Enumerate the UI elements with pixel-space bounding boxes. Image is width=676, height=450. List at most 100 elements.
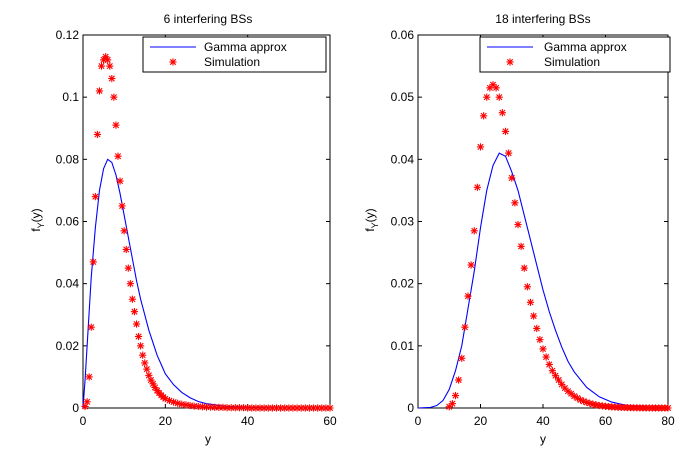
chart-left: 6 interfering BSs 0 20 40 60 0 0.02 0.04 0.06 0.… [29,12,337,446]
chart-left-simulation-point [139,351,147,359]
chart-left-simulation-point [178,400,186,408]
chart-right-simulation-point [514,221,522,229]
chart-left-ytick-label: 0.02 [56,339,80,353]
chart-left-simulation-point [143,365,151,373]
chart-left-simulation-point [97,62,106,70]
chart-right-title: 18 interfering BSs [495,12,590,26]
chart-right-xtick-label: 0 [415,414,422,428]
chart-right-simulation-point [664,404,672,412]
chart-right-simulation-point [505,149,513,157]
chart-right-simulation-point [511,199,519,207]
chart-right-simulation-point [536,336,544,344]
chart-right-ytick-label: 0.04 [391,152,415,166]
chart-right-simulation-point [523,283,531,291]
chart-left-ylabel-main: f [29,228,43,232]
chart-right-simulation-point [501,127,510,135]
chart-left-simulation-points [81,53,334,412]
chart-right-simulation-point [464,292,472,300]
chart-left-simulation-point [130,308,139,316]
chart-left-simulation-point [114,152,122,160]
chart-left-simulation-point [85,373,93,381]
chart-right-ytick-label: 0 [407,401,414,415]
chart-left-ytick-label: 0.1 [62,90,79,104]
chart-left-simulation-point [106,62,114,70]
chart-left-legend-box [142,36,327,73]
chart-right-ytick-label: 0.05 [391,90,415,104]
chart-left-simulation-point [116,177,124,185]
chart-left-simulation-point [104,56,112,64]
chart-right-ytick-label: 0.02 [391,277,415,291]
chart-right-legend-gamma-label: Gamma approx [544,40,627,54]
chart-right-ytick-label: 0.01 [391,339,415,353]
chart-left-simulation-point [326,404,334,412]
chart-left-plot-area: 0 20 40 60 0 0.02 0.04 0.06 0.08 0.1 0.12 [56,28,337,428]
chart-left-simulation-point [322,404,330,412]
chart-right-simulation-point [461,323,469,331]
chart-right-legend-star [506,58,514,66]
chart-right-simulation-point [539,345,547,353]
chart-right-simulation-point [473,183,481,191]
chart-left-simulation-point [124,264,132,272]
chart-left-xtick-label: 60 [323,414,337,428]
chart-left-legend-simulation-label: Simulation [204,55,260,69]
chart-right-legend: Gamma approx Simulation [479,36,671,73]
chart-right-xtick-label: 80 [661,414,675,428]
chart-right-simulation-point [526,298,535,306]
chart-right-simulation-point [470,227,478,235]
chart-right-ylabel: fY(y) [363,208,380,231]
chart-left-gamma-curve [82,158,331,409]
chart-right-simulation-point [467,261,475,269]
chart-left-xtick-label: 40 [241,414,255,428]
chart-right-legend-box [479,36,671,73]
chart-right-simulation-point [555,376,563,384]
chart-left-simulation-point [118,202,126,210]
chart-right-simulation-point [448,400,456,408]
chart-right-simulation-point [520,264,528,272]
chart-right-simulation-point [551,372,560,380]
chart-right-xlabel: y [540,432,546,446]
chart-left-xlabel: y [205,432,211,446]
chart-right-ylabel-sub: Y [370,222,380,228]
chart-right-simulation-point [489,81,497,89]
chart-left-simulation-point [165,396,174,405]
chart-right-ytick-label: 0.06 [391,28,415,42]
chart-left-axes-frame [82,34,331,409]
chart-left-simulation-point [110,93,118,101]
chart-left-simulation-point [112,121,120,129]
chart-left-simulation-point [174,399,182,407]
chart-left-ylabel-tail: (y) [29,208,43,222]
chart-right-xtick-label: 20 [474,414,488,428]
chart-left-simulation-point [126,280,134,288]
chart-right-simulation-point [561,384,569,392]
chart-right-simulation-point [542,353,550,361]
chart-right-simulation-point [458,354,466,362]
chart-left-simulation-point [120,227,128,235]
chart-right-simulation-point [545,360,553,369]
chart-right-simulation-point [498,109,506,117]
chart-left-legend-star-swatch [169,58,177,66]
chart-right-gamma-curve [417,152,669,409]
chart-right-simulation-point [455,376,463,384]
chart-right-plot-area: 0 20 40 60 80 0 0.01 0.02 0.03 0.04 0.05 0.06 [391,28,675,428]
chart-left-simulation-point [141,359,149,367]
chart-right-simulation-point [492,84,500,92]
chart-right-ylabel-main: f [363,228,377,232]
chart-left-ylabel: fY(y) [29,208,46,231]
chart-right-legend-simulation-label: Simulation [544,55,600,69]
chart-left-simulation-point [83,398,91,406]
chart-right-simulation-point [533,324,541,333]
chart-left-simulation-point [132,320,141,328]
chart-right-simulation-point [530,312,538,320]
chart-left-ylabel-sub: Y [36,222,46,228]
chart-right-simulation-points [445,81,672,412]
chart-right-simulation-point [508,174,516,182]
chart-left-simulation-point [91,193,99,201]
chart-left-simulation-point [137,342,145,350]
chart-left-simulation-point [89,258,97,266]
chart-left-legend: Gamma approx Simulation [142,36,327,73]
chart-left-xtick-label: 0 [80,414,87,428]
chart-right-simulation-point [517,242,525,250]
chart-left-legend-gamma-label: Gamma approx [204,40,287,54]
chart-right-simulation-point [451,391,460,400]
